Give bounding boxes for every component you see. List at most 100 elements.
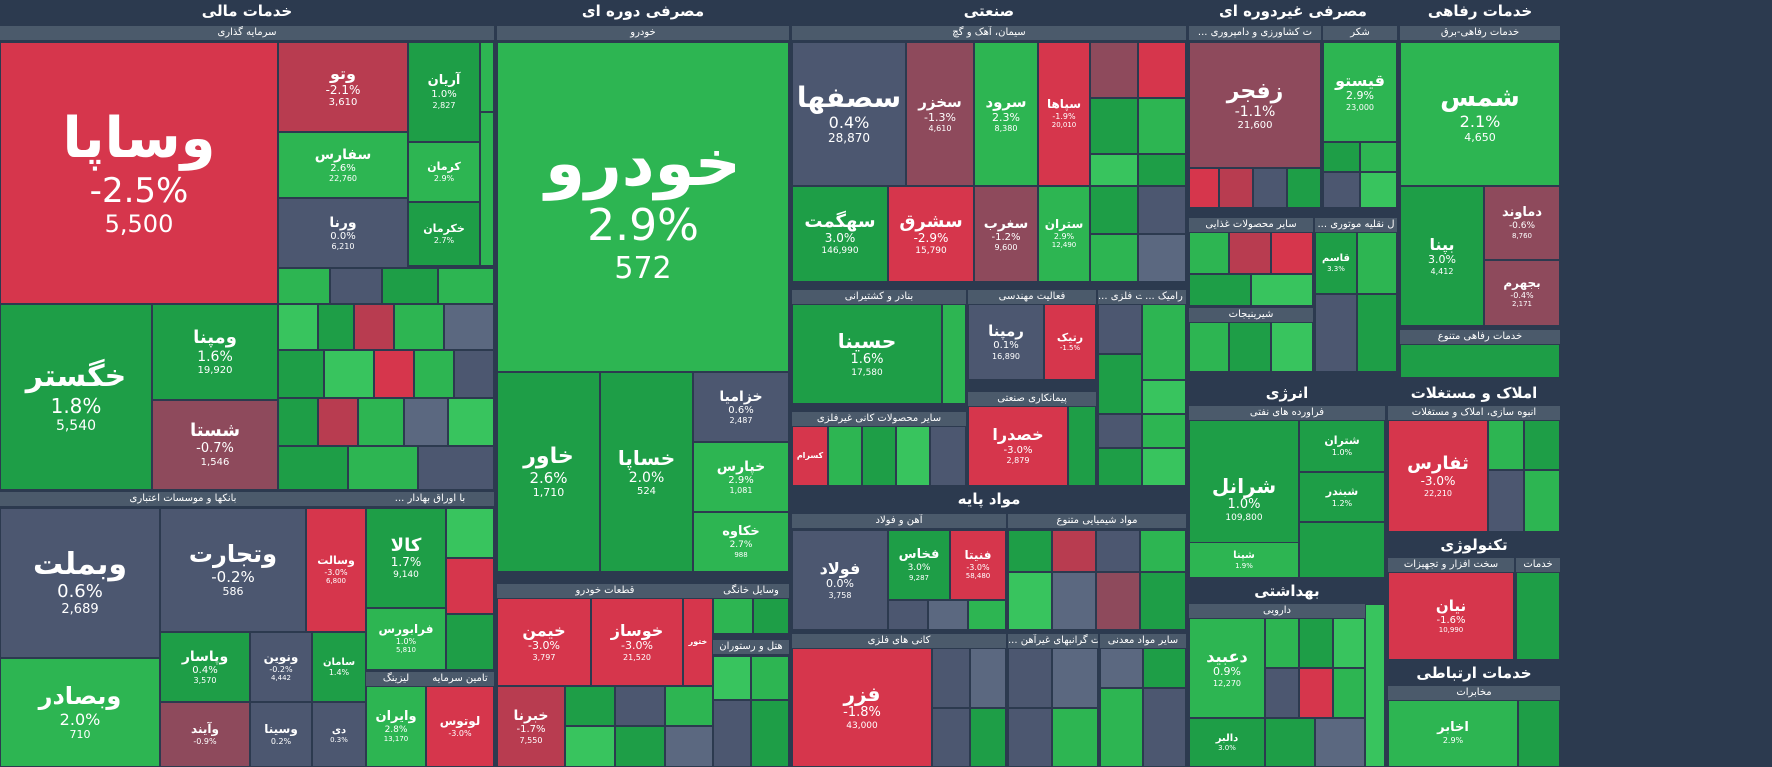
tile-small[interactable]	[382, 268, 438, 304]
tile-small[interactable]	[1219, 168, 1253, 208]
tile-small[interactable]	[970, 648, 1006, 708]
tile-seghares[interactable]: سفارس 2.6% 22,760	[278, 132, 408, 198]
tile-small[interactable]	[1229, 322, 1271, 372]
tile-small[interactable]	[930, 426, 966, 486]
tile-small[interactable]	[324, 350, 374, 398]
tile-small[interactable]	[1052, 572, 1096, 630]
tile-small[interactable]	[1140, 530, 1186, 572]
tile-small[interactable]	[1189, 168, 1219, 208]
tile-ratik[interactable]: رتیک -1.5%	[1044, 304, 1096, 380]
tile-small[interactable]	[970, 708, 1006, 767]
tile-vbshahr[interactable]	[480, 42, 494, 112]
tile-small[interactable]	[968, 600, 1006, 630]
tile-small[interactable]	[1142, 380, 1186, 414]
tile-small[interactable]	[751, 656, 789, 700]
tile-lotus[interactable]: لوتوس -3.0%	[426, 686, 494, 767]
tile-sesharq[interactable]: سشرق -2.9% 15,790	[888, 186, 974, 282]
tile-sekhzar[interactable]: سخزر -1.3% 4,610	[906, 42, 974, 186]
tile-khavar[interactable]: خاور 2.6% 1,710	[497, 372, 600, 572]
tile-small[interactable]	[1008, 708, 1052, 767]
tile-small[interactable]	[374, 350, 414, 398]
tile-small[interactable]	[1253, 168, 1287, 208]
tile-small[interactable]	[1090, 234, 1138, 282]
tile-small[interactable]	[665, 686, 713, 726]
tile-arian[interactable]: آریان 1.0% 2,827	[408, 42, 480, 142]
tile-small[interactable]	[1008, 572, 1052, 630]
tile-small[interactable]	[1265, 618, 1299, 668]
tile-small[interactable]	[1098, 304, 1142, 354]
tile-small[interactable]	[1008, 530, 1052, 572]
tile-vsapa[interactable]: وساپا -2.5% 5,500	[0, 42, 278, 304]
tile-small[interactable]	[446, 508, 494, 558]
tile-ghisto[interactable]: قیستو 2.9% 23,000	[1323, 42, 1397, 142]
tile-small[interactable]	[1143, 688, 1186, 767]
tile-small[interactable]	[1265, 718, 1315, 767]
tile-small[interactable]	[1287, 168, 1321, 208]
tile-small[interactable]	[1138, 98, 1186, 154]
tile-faraburs[interactable]: فرابورس 1.0% 5,810	[366, 608, 446, 670]
tile-small[interactable]	[404, 398, 448, 446]
tile-khosaz[interactable]: خوساز -3.0% 21,520	[591, 598, 683, 686]
tile-small[interactable]	[1052, 530, 1096, 572]
tile-small[interactable]	[1090, 42, 1138, 98]
tile-small[interactable]	[318, 304, 354, 350]
tile-small[interactable]	[928, 600, 968, 630]
tile-serod[interactable]: سرود 2.3% 8,380	[974, 42, 1038, 186]
tile-small[interactable]	[1052, 648, 1098, 708]
tile-small[interactable]	[1357, 232, 1397, 294]
tile-small[interactable]	[1100, 648, 1143, 688]
tile-small[interactable]	[565, 726, 615, 767]
tile-samanb[interactable]: سامان 1.4%	[312, 632, 366, 702]
tile-small[interactable]	[394, 304, 444, 350]
tile-small[interactable]	[1488, 470, 1524, 532]
tile-damavand[interactable]: دماوند -0.6% 8,760	[1484, 186, 1560, 260]
tile-small[interactable]	[454, 350, 494, 398]
tile-small[interactable]	[1008, 648, 1052, 708]
tile-vbsader[interactable]: وبصادر 2.0% 710	[0, 658, 160, 767]
tile-small[interactable]	[348, 446, 418, 490]
tile-vbmelat[interactable]: وبملت 0.6% 2,689	[0, 508, 160, 658]
tile-akhabar[interactable]: اخابر 2.9%	[1388, 700, 1518, 767]
tile-small[interactable]	[1524, 470, 1560, 532]
tile-khbarna[interactable]: خبرنا -1.7% 7,550	[497, 686, 565, 767]
tile-nian[interactable]: نیان -1.6% 10,990	[1388, 572, 1514, 660]
tile-small[interactable]	[414, 350, 454, 398]
tile-small[interactable]	[1189, 322, 1229, 372]
tile-fanita[interactable]: فنیتا -3.0% 58,480	[950, 530, 1006, 600]
tile-dey[interactable]: دی 0.3%	[312, 702, 366, 767]
tile-hsina[interactable]: حسینا 1.6% 17,580	[792, 304, 942, 404]
tile-small[interactable]	[896, 426, 930, 486]
tile-small[interactable]	[1189, 232, 1229, 274]
tile-small[interactable]	[713, 598, 753, 634]
tile-small[interactable]	[1096, 530, 1140, 572]
tile-khkerman[interactable]: خکرمان 2.7%	[408, 202, 480, 266]
tile-small[interactable]	[1090, 186, 1138, 234]
tile-vnovin[interactable]: ونوین -0.2% 4,442	[250, 632, 312, 702]
tile-small[interactable]	[942, 304, 966, 404]
tile-small[interactable]	[1315, 718, 1365, 767]
tile-small[interactable]	[1360, 172, 1397, 208]
tile-small[interactable]	[278, 350, 324, 398]
tile-small[interactable]	[1299, 522, 1385, 578]
tile-small[interactable]	[1098, 414, 1142, 448]
tile-small[interactable]	[1098, 448, 1142, 486]
tile-vsalat[interactable]: وسالت -3.0% 6,800	[306, 508, 366, 632]
tile-small[interactable]	[1142, 414, 1186, 448]
tile-vatou[interactable]: وتو -2.1% 3,610	[278, 42, 408, 132]
tile-foolad[interactable]: فولاد 0.0% 3,758	[792, 530, 888, 630]
tile-small[interactable]	[1299, 618, 1333, 668]
tile-kerman[interactable]: کرمان 2.9%	[408, 142, 480, 202]
tile-small[interactable]	[358, 398, 404, 446]
tile-small[interactable]	[828, 426, 862, 486]
tile-khsapa[interactable]: خساپا 2.0% 524	[600, 372, 693, 572]
tile-small[interactable]	[1189, 274, 1251, 306]
tile-small[interactable]	[318, 398, 358, 446]
tile-small[interactable]	[615, 726, 665, 767]
tile-fakhas[interactable]: فخاس 3.0% 9,287	[888, 530, 950, 600]
tile-small[interactable]	[1138, 42, 1186, 98]
tile-small[interactable]	[1143, 648, 1186, 688]
tile-setran[interactable]: ستران 2.9% 12,490	[1038, 186, 1090, 282]
tile-small[interactable]	[862, 426, 896, 486]
tile-zefajr[interactable]: زفجر -1.1% 21,600	[1189, 42, 1321, 168]
tile-small[interactable]	[1229, 232, 1271, 274]
